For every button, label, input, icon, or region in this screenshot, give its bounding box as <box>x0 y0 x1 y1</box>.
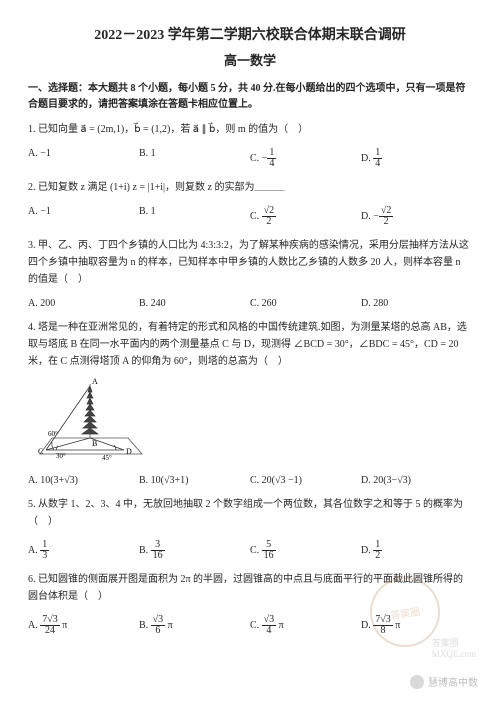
watermark-icon <box>410 675 424 689</box>
q3-opt-d: D. 280 <box>361 298 472 309</box>
question-4: 4. 塔是一种在亚洲常见的，有着特定的形式和风格的中国传统建筑.如图，为测量某塔… <box>28 319 472 370</box>
fig-label-a: A <box>92 377 98 386</box>
fig-label-c: C <box>38 447 43 456</box>
small-watermark: 答案圈 MXQE.com <box>432 636 476 659</box>
q6-opt-b: B. √36 π <box>139 615 250 636</box>
question-2: 2. 已知复数 z 满足 (1+i) z = |1+i|，则复数 z 的实部为＿… <box>28 179 472 196</box>
q1-opt-a: A. −1 <box>28 148 139 169</box>
q6-opt-c: C. √34 π <box>250 615 361 636</box>
q2-opt-d: D. −√22 <box>361 206 472 227</box>
q4-opt-a: A. 10(3+√3) <box>28 475 139 486</box>
q5-opt-d: D. 12 <box>361 540 472 561</box>
fig-label-d: D <box>126 447 132 456</box>
question-3: 3. 甲、乙、丙、丁四个乡镇的人口比为 4:3:3:2，为了解某种疾病的感染情况… <box>28 237 472 288</box>
q3-opt-b: B. 240 <box>139 298 250 309</box>
q4-opt-d: D. 20(3−√3) <box>361 475 472 486</box>
page-title: 2022－2023 学年第二学期六校联合体期末联合调研 <box>28 24 472 44</box>
q1-opt-b: B. 1 <box>139 148 250 169</box>
question-1-options: A. −1 B. 1 C. −14 D. 14 <box>28 144 472 179</box>
q1-opt-d: D. 14 <box>361 148 472 169</box>
q5-opt-b: B. 316 <box>139 540 250 561</box>
section-1-heading: 一、选择题：本大题共 8 个小题，每小题 5 分，共 40 分.在每小题给出的四… <box>28 81 472 113</box>
q2-opt-c: C. √22 <box>250 206 361 227</box>
question-4-figure: A B C D 60° 30° 45° <box>32 376 472 469</box>
watermark-text: 慧博高中数 <box>428 674 478 689</box>
question-2-options: A. −1 B. 1 C. √22 D. −√22 <box>28 202 472 237</box>
question-1: 1. 已知向量 a⃗ = (2m,1)，b⃗ = (1,2)，若 a⃗ ∥ b⃗… <box>28 121 472 138</box>
page-subtitle: 高一数学 <box>28 50 472 69</box>
question-5: 5. 从数字 1、2、3、4 中，无放回地抽取 2 个数字组成一个两位数，其各位… <box>28 496 472 530</box>
q2-opt-a: A. −1 <box>28 206 139 227</box>
question-3-options: A. 200 B. 240 C. 260 D. 280 <box>28 294 472 319</box>
fig-angle-30: 30° <box>56 452 66 460</box>
fig-label-b: B <box>92 439 97 448</box>
q4-opt-b: B. 10(√3+1) <box>139 475 250 486</box>
fig-angle-60: 60° <box>48 430 58 438</box>
question-5-options: A. 13 B. 316 C. 516 D. 12 <box>28 536 472 571</box>
fig-angle-45: 45° <box>102 454 112 462</box>
q3-opt-c: C. 260 <box>250 298 361 309</box>
question-4-options: A. 10(3+√3) B. 10(√3+1) C. 20(√3 −1) D. … <box>28 471 472 496</box>
q2-opt-b: B. 1 <box>139 206 250 227</box>
q1-opt-c: C. −14 <box>250 148 361 169</box>
q5-opt-a: A. 13 <box>28 540 139 561</box>
footer-watermark: 慧博高中数 <box>410 674 478 689</box>
q3-opt-a: A. 200 <box>28 298 139 309</box>
q5-opt-c: C. 516 <box>250 540 361 561</box>
q6-opt-a: A. 7√324 π <box>28 615 139 636</box>
q4-opt-c: C. 20(√3 −1) <box>250 475 361 486</box>
